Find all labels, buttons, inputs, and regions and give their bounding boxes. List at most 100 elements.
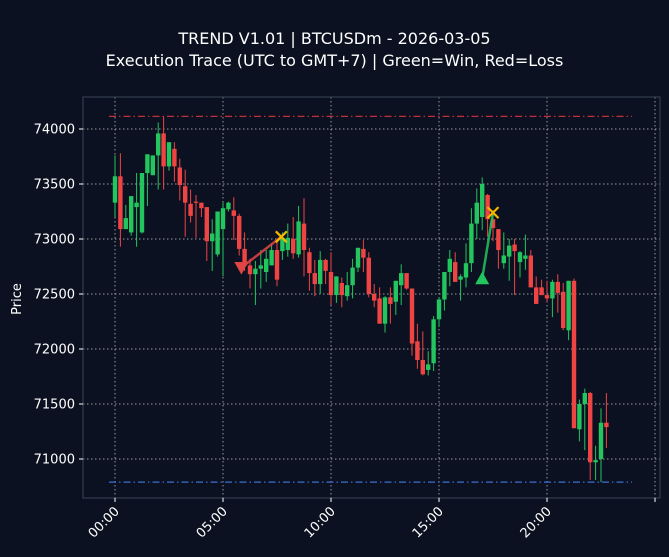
candle-body <box>258 265 263 269</box>
candle-body <box>328 272 334 296</box>
candle-body <box>388 297 393 304</box>
trade-path-line <box>480 212 495 279</box>
candle-body <box>177 167 182 186</box>
candle-body <box>382 297 388 324</box>
candle-body <box>269 250 274 266</box>
candle-body <box>399 273 404 286</box>
candles <box>112 116 609 483</box>
candle-body <box>453 262 458 282</box>
chart-title-line2: Execution Trace (UTC to GMT+7) | Green=W… <box>105 51 564 70</box>
candle-body <box>426 364 431 370</box>
y-tick-label: 73000 <box>34 233 75 248</box>
candle-body <box>285 237 290 250</box>
candle-body <box>480 184 485 217</box>
chart-title-line1: TREND V1.01 | BTCUSDm - 2026-03-05 <box>178 29 491 48</box>
candle-body <box>183 186 188 203</box>
candle-body <box>199 202 204 209</box>
price-levels <box>109 115 632 483</box>
candle-body <box>447 258 452 272</box>
candle-body <box>490 219 496 228</box>
candle-body <box>145 154 150 173</box>
y-tick-label: 72500 <box>34 288 75 303</box>
candle-body <box>377 298 382 324</box>
candle-body <box>474 202 479 224</box>
candle-body <box>355 247 361 268</box>
candle-body <box>571 280 577 429</box>
exit-x-icon <box>275 230 288 244</box>
candle-body <box>496 229 501 250</box>
x-axis: 00:00 05:00 10:00 15:00 20:00 <box>86 498 656 541</box>
candle-body <box>204 207 209 242</box>
candle-body <box>210 233 215 242</box>
candle-body <box>161 133 166 167</box>
candle-body <box>345 285 350 297</box>
candle-body <box>350 267 355 286</box>
candle-body <box>188 203 193 216</box>
candle-body <box>301 223 307 250</box>
candle-body <box>469 223 474 264</box>
candle-body <box>274 250 280 280</box>
candle-body <box>156 133 161 156</box>
candle-body <box>528 255 533 288</box>
exit-x-icon <box>486 206 500 219</box>
candle-body <box>561 291 566 329</box>
candle-body <box>593 460 598 463</box>
candle-body <box>604 422 609 428</box>
candle-body <box>166 142 172 167</box>
candle-body <box>555 281 560 293</box>
candle-body <box>550 281 555 299</box>
x-tick-label: 20:00 <box>518 504 555 541</box>
candle-body <box>242 248 247 266</box>
candle-body <box>539 287 544 296</box>
candle-body <box>458 276 463 280</box>
candle-body <box>598 422 604 459</box>
y-tick-label: 74000 <box>34 123 75 138</box>
y-tick-label: 71500 <box>34 398 75 413</box>
candle-body <box>280 237 285 252</box>
candle-body <box>577 404 582 430</box>
candle-body <box>193 201 199 203</box>
candle-body <box>220 208 226 230</box>
candle-body <box>291 239 296 254</box>
candle-body <box>415 341 420 360</box>
y-tick-label: 72000 <box>34 343 75 358</box>
candle-body <box>361 248 366 258</box>
candle-body <box>237 215 242 249</box>
candle-body <box>431 319 436 364</box>
candle-body <box>118 176 123 230</box>
plot-area-border <box>82 96 661 499</box>
candle-body <box>409 288 415 344</box>
candle-body <box>517 252 523 263</box>
candle-body <box>588 393 593 463</box>
candle-body <box>296 221 301 255</box>
candle-body <box>231 210 236 216</box>
candle-body <box>534 287 539 304</box>
candle-body <box>420 360 425 375</box>
candle-body <box>463 263 469 278</box>
y-axis: 71000 71500 72000 72500 73000 73500 74000 <box>34 123 83 468</box>
candle-body <box>566 280 571 331</box>
candle-body <box>523 255 528 259</box>
x-tick-label: 00:00 <box>86 504 123 541</box>
candle-body <box>264 258 269 272</box>
buy-entry-triangle-icon <box>475 271 490 285</box>
candle-body <box>366 257 371 294</box>
candle-body <box>507 245 512 257</box>
sell-entry-triangle-icon <box>234 262 249 275</box>
candle-body <box>123 218 128 230</box>
y-axis-label: Price <box>10 283 25 315</box>
candle-body <box>442 272 447 300</box>
candle-body <box>334 276 339 296</box>
candle-body <box>215 211 220 255</box>
candle-body <box>393 280 398 302</box>
candle-body <box>253 268 258 275</box>
candle-body <box>512 244 517 252</box>
x-tick-label: 05:00 <box>194 504 231 541</box>
y-tick-label: 71000 <box>34 453 75 468</box>
candle-body <box>318 259 323 285</box>
y-tick-label: 73500 <box>34 178 75 193</box>
candle-body <box>150 155 155 176</box>
x-tick-label: 15:00 <box>410 504 447 541</box>
trade-markers <box>234 206 500 285</box>
